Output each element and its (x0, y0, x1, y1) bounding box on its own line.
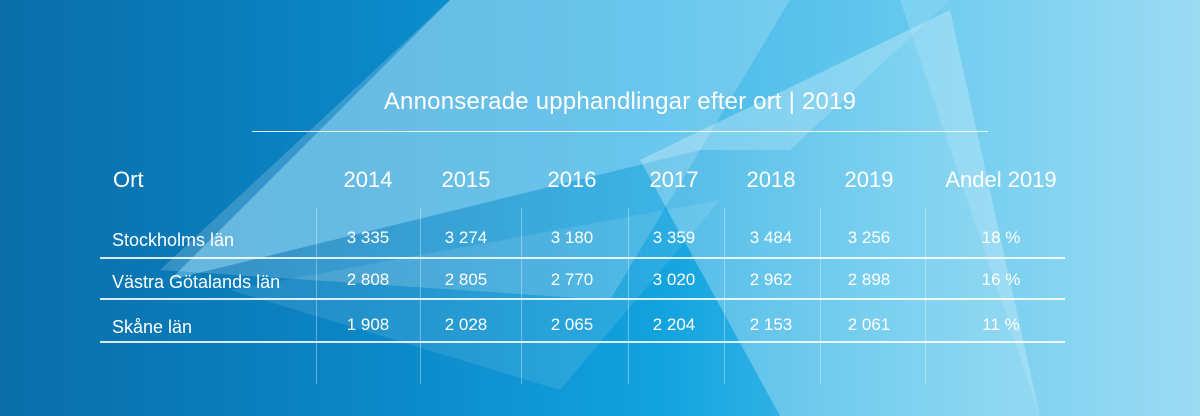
value-cell: 2 770 (550, 270, 594, 289)
value-cell: 2 805 (444, 270, 488, 289)
column-header-ort: Ort (113, 167, 144, 192)
row-label: Skåne län (112, 317, 193, 337)
value-cell: 3 020 (652, 270, 696, 289)
value-cell: 3 335 (346, 228, 390, 247)
value-cell: 3 484 (749, 228, 793, 247)
value-cell: 2 898 (847, 270, 891, 289)
value-cell: 3 256 (847, 228, 891, 247)
value-cell: 2 204 (652, 315, 696, 334)
column-separator (316, 208, 317, 384)
column-separator (724, 208, 725, 384)
row-divider (100, 257, 1065, 259)
column-header: 2017 (649, 167, 699, 192)
column-header: 2014 (343, 167, 393, 192)
value-cell: 3 359 (652, 228, 696, 247)
row-divider (100, 298, 1065, 300)
column-separator (820, 208, 821, 384)
value-cell: 2 962 (749, 270, 793, 289)
value-cell: 2 153 (749, 315, 793, 334)
value-cell: 2 065 (550, 315, 594, 334)
value-cell: 3 180 (550, 228, 594, 247)
column-header: 2019 (844, 167, 894, 192)
column-separator (628, 208, 629, 384)
value-cell: 2 061 (847, 315, 891, 334)
column-header: 2015 (441, 167, 491, 192)
title-divider (252, 131, 988, 132)
column-header: 2018 (746, 167, 796, 192)
share-cell: 11 % (982, 315, 1020, 334)
row-label: Stockholms län (112, 230, 235, 250)
column-separator (925, 208, 926, 384)
row-label: Västra Götalands län (112, 272, 281, 292)
table-title: Annonserade upphandlingar efter ort | 20… (383, 88, 857, 115)
column-separator (420, 208, 421, 384)
value-cell: 2 028 (444, 315, 488, 334)
row-divider (100, 341, 1065, 343)
column-separator (521, 208, 522, 384)
share-cell: 18 % (981, 228, 1021, 247)
column-header: Andel 2019 (945, 167, 1057, 192)
value-cell: 3 274 (444, 228, 488, 247)
share-cell: 16 % (981, 270, 1021, 289)
value-cell: 2 808 (346, 270, 390, 289)
column-header: 2016 (547, 167, 597, 192)
value-cell: 1 908 (346, 315, 390, 334)
